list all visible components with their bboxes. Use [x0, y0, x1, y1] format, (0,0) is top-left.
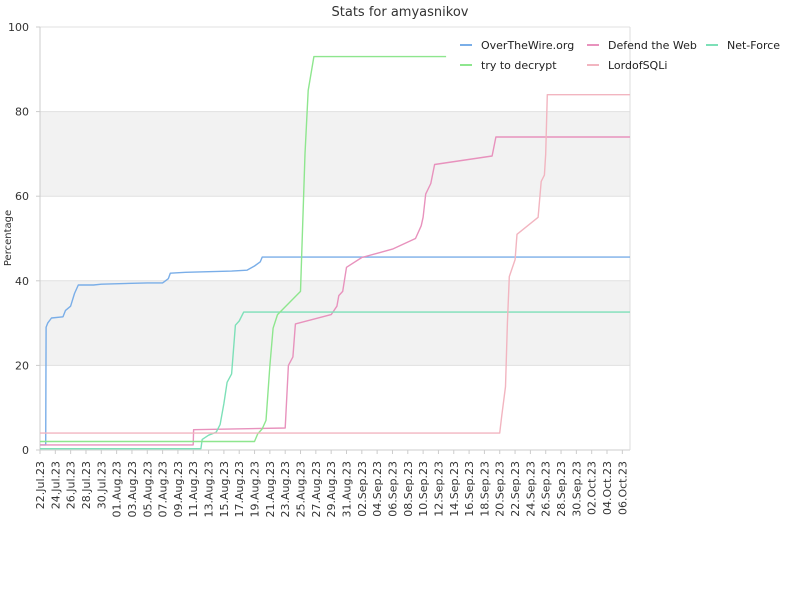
y-axis-title: Percentage	[3, 210, 14, 266]
legend-label: Defend the Web	[608, 39, 697, 52]
x-tick-label: 28.Jul.23	[80, 461, 93, 509]
x-tick-label: 27.Aug.23	[310, 461, 323, 517]
x-tick-label: 24.Jul.23	[49, 461, 62, 509]
x-tick-label: 30.Sep.23	[570, 461, 583, 517]
legend-label: Net-Force	[727, 39, 780, 52]
plot-band	[40, 280, 630, 366]
x-tick-label: 16.Sep.23	[463, 461, 476, 517]
x-tick-label: 26.Jul.23	[65, 461, 78, 509]
x-tick-label: 12.Sep.23	[432, 461, 445, 517]
x-tick-label: 22.Jul.23	[34, 461, 47, 509]
x-tick-label: 01.Aug.23	[111, 461, 124, 517]
series-line-lordofsqli	[40, 93, 630, 434]
series-line-try-to-decrypt	[40, 55, 447, 443]
series-lines	[40, 55, 630, 450]
x-tick-label: 30.Jul.23	[95, 461, 108, 509]
x-tick-label: 24.Sep.23	[524, 461, 537, 517]
x-tick-label: 15.Aug.23	[218, 461, 231, 517]
series-line-net-force	[40, 311, 630, 450]
x-ticks: 22.Jul.23 24.Jul.23 26.Jul.23 28.Jul.23 30.J…	[34, 450, 629, 517]
y-ticks: 0 20 40 60 80 100	[8, 21, 40, 457]
legend-label: LordofSQLi	[608, 59, 667, 72]
x-tick-label: 25.Aug.23	[295, 461, 308, 517]
x-tick-label: 23.Aug.23	[279, 461, 292, 517]
x-tick-label: 03.Aug.23	[126, 461, 139, 517]
x-tick-label: 02.Oct.23	[586, 461, 599, 515]
x-tick-label: 07.Aug.23	[157, 461, 170, 517]
chart-title: Stats for amyasnikov	[332, 5, 469, 20]
x-tick-label: 13.Aug.23	[203, 461, 216, 517]
x-tick-label: 29.Aug.23	[325, 461, 338, 517]
x-tick-label: 04.Oct.23	[601, 461, 614, 515]
y-tick-label: 20	[15, 359, 29, 372]
y-tick-label: 40	[15, 275, 29, 288]
legend: OverTheWire.org Defend the Web Net-Force tr…	[460, 39, 780, 72]
x-tick-label: 10.Sep.23	[417, 461, 430, 517]
x-tick-label: 08.Sep.23	[402, 461, 415, 517]
x-tick-label: 31.Aug.23	[340, 461, 353, 517]
x-tick-label: 05.Aug.23	[141, 461, 154, 517]
y-tick-label: 80	[15, 106, 29, 119]
x-tick-label: 11.Aug.23	[187, 461, 200, 517]
y-tick-label: 0	[22, 444, 29, 457]
grid-lines	[40, 26, 630, 451]
plot-band	[40, 111, 630, 197]
y-tick-label: 60	[15, 190, 29, 203]
x-tick-label: 14.Sep.23	[448, 461, 461, 517]
x-tick-label: 19.Aug.23	[249, 461, 262, 517]
series-line-defend-the-web	[40, 136, 630, 446]
x-tick-label: 09.Aug.23	[172, 461, 185, 517]
legend-label: try to decrypt	[481, 59, 557, 72]
x-tick-label: 22.Sep.23	[509, 461, 522, 517]
x-tick-label: 04.Sep.23	[371, 461, 384, 517]
x-tick-label: 28.Sep.23	[555, 461, 568, 517]
plot-bands	[40, 111, 630, 366]
legend-label: OverTheWire.org	[481, 39, 574, 52]
x-tick-label: 18.Sep.23	[478, 461, 491, 517]
x-tick-label: 21.Aug.23	[264, 461, 277, 517]
y-tick-label: 100	[8, 21, 29, 34]
x-tick-label: 06.Oct.23	[616, 461, 629, 515]
x-tick-label: 20.Sep.23	[494, 461, 507, 517]
x-tick-label: 17.Aug.23	[233, 461, 246, 517]
series-line-overthewire-org	[40, 256, 630, 446]
x-tick-label: 02.Sep.23	[356, 461, 369, 517]
x-tick-label: 26.Sep.23	[540, 461, 553, 517]
x-tick-label: 06.Sep.23	[386, 461, 399, 517]
